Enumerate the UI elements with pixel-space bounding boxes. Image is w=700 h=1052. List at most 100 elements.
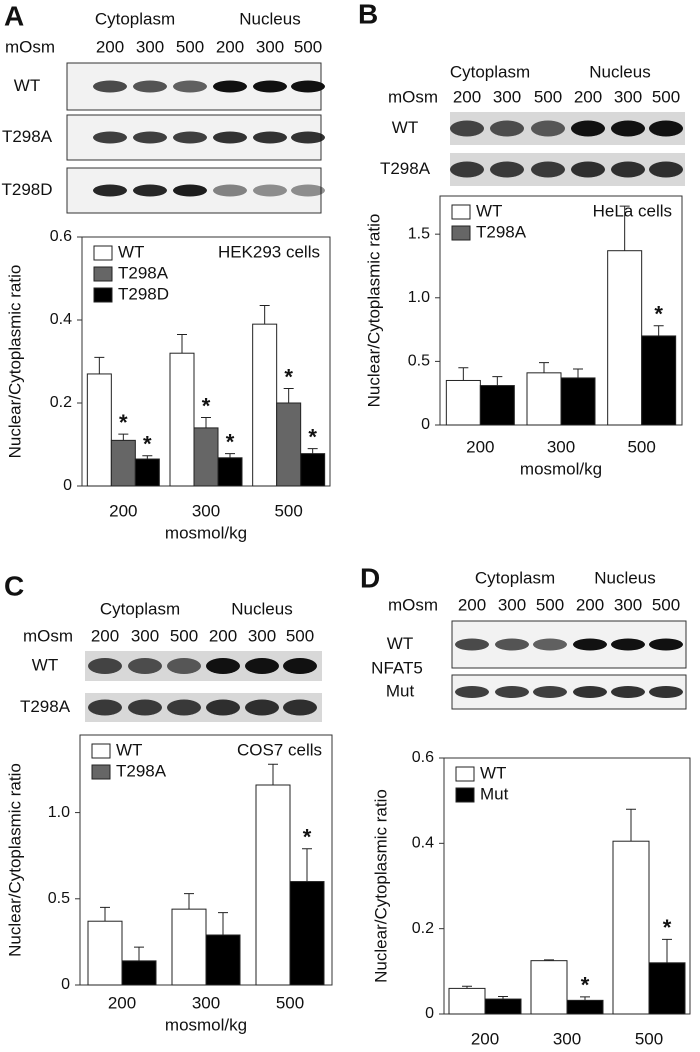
lane-label: 500 <box>176 37 204 56</box>
bar <box>448 987 486 1015</box>
x-axis-label: mosmol/kg <box>165 1015 247 1034</box>
error-bar <box>134 946 144 961</box>
error-bar <box>218 912 228 935</box>
error-bar <box>492 376 503 386</box>
y-axis-label: Nuclear/Cytoplasmic ratio <box>5 265 24 459</box>
blot-strip <box>450 153 685 186</box>
blot-band <box>88 658 122 674</box>
bar <box>193 427 219 487</box>
bar <box>252 323 278 487</box>
legend-label: WT <box>118 242 144 261</box>
blot-strip <box>451 674 687 710</box>
blot-band <box>573 686 607 698</box>
panel-letter: D <box>360 562 380 593</box>
legend-label: WT <box>480 763 506 782</box>
blot-band <box>573 638 607 651</box>
error-bar <box>201 417 211 428</box>
error-bar <box>302 848 312 882</box>
legend-swatch <box>451 204 471 220</box>
error-bar <box>118 433 129 441</box>
y-tick-label: 0.2 <box>412 920 434 937</box>
y-axis-label: Nuclear/Cytoplasmic ratio <box>5 763 24 957</box>
y-tick-label: 1.0 <box>48 804 70 821</box>
error-bar <box>626 808 636 842</box>
y-tick-label: 1.0 <box>408 289 430 306</box>
lane-label: 300 <box>256 37 284 56</box>
bar <box>648 962 686 1015</box>
lane-label: 500 <box>534 87 562 106</box>
legend-swatch <box>91 764 111 780</box>
row-label: Mut <box>386 681 415 700</box>
significance-mark: * <box>654 302 663 327</box>
bar <box>526 372 562 426</box>
annotation: HeLa cells <box>593 201 672 220</box>
lane-label: 200 <box>96 37 124 56</box>
blot-band <box>167 699 201 716</box>
bar <box>289 881 325 986</box>
blot-band <box>283 658 317 674</box>
fraction-label: Nucleus <box>239 9 300 28</box>
blot-band <box>93 131 127 144</box>
blot-band <box>490 120 524 137</box>
lane-label: 500 <box>170 626 198 645</box>
blot-band <box>571 120 605 137</box>
blot-band <box>611 638 645 651</box>
error-bar <box>573 368 583 378</box>
lane-label: 300 <box>614 595 642 614</box>
blot-band <box>173 80 207 93</box>
error-bar <box>225 453 235 458</box>
error-bar <box>544 959 554 961</box>
blot-band <box>649 686 683 698</box>
lane-label: 500 <box>286 626 314 645</box>
row-label: T298A <box>380 159 431 178</box>
error-bar <box>259 304 270 325</box>
error-bar <box>462 985 472 989</box>
x-tick-label: 500 <box>627 437 655 456</box>
legend-label: T298A <box>476 222 527 241</box>
y-tick-label: 0.4 <box>412 835 434 852</box>
lane-label: 200 <box>576 595 604 614</box>
x-tick-label: 300 <box>192 501 220 520</box>
fraction-label: Nucleus <box>231 599 292 618</box>
legend-swatch <box>455 766 475 782</box>
row-label: WT <box>32 655 58 674</box>
significance-mark: * <box>663 915 672 940</box>
lane-label: 200 <box>209 626 237 645</box>
row-label: T298D <box>1 180 52 199</box>
bar <box>121 960 157 986</box>
x-tick-label: 500 <box>635 1029 663 1048</box>
fraction-label: Cytoplasm <box>450 62 530 81</box>
row-label: WT <box>392 118 418 137</box>
blot-band <box>253 184 287 197</box>
lane-label: 500 <box>652 87 680 106</box>
bar <box>479 385 515 426</box>
blot-band <box>649 638 683 651</box>
blot-band <box>455 686 489 698</box>
error-bar <box>619 205 630 251</box>
lane-label: 300 <box>136 37 164 56</box>
fraction-label: Nucleus <box>594 568 655 587</box>
legend-swatch <box>93 245 113 261</box>
blot-band <box>133 131 167 144</box>
error-bar <box>580 996 590 1001</box>
y-tick-label: 0.6 <box>412 749 434 766</box>
significance-mark: * <box>226 429 235 454</box>
blot-band <box>611 120 645 137</box>
blot-band <box>213 184 247 197</box>
y-tick-label: 0.6 <box>50 228 72 245</box>
bar <box>300 453 326 487</box>
bar <box>86 373 112 487</box>
legend-label: T298A <box>116 761 167 780</box>
fraction-label: Nucleus <box>589 62 650 81</box>
x-tick-label: 200 <box>466 437 494 456</box>
error-bar <box>662 938 672 963</box>
y-tick-label: 0 <box>425 1005 434 1022</box>
x-axis-label: mosmol/kg <box>520 459 602 478</box>
blot-band <box>173 131 207 144</box>
error-bar <box>100 906 110 922</box>
bar <box>217 457 243 487</box>
bar <box>169 352 195 487</box>
legend-swatch <box>93 266 113 282</box>
bar <box>445 379 481 426</box>
annotation: HEK293 cells <box>218 242 320 261</box>
